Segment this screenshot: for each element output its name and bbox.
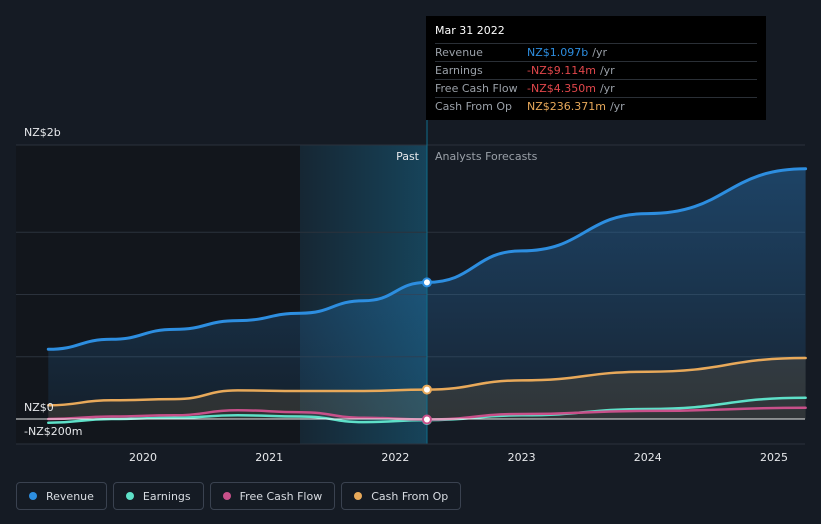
x-tick-label: 2023 (507, 451, 536, 464)
legend-item-revenue[interactable]: Revenue (16, 482, 107, 510)
y-axis-bottom-label: -NZ$200m (24, 425, 83, 438)
legend-dot-icon (29, 492, 37, 500)
chart-legend: Revenue Earnings Free Cash Flow Cash From O… (16, 482, 462, 510)
data-tooltip: Mar 31 2022 Revenue NZ$1.097b/yr Earnings -… (426, 16, 766, 120)
revenue-line (46, 167, 808, 351)
tooltip-row: Earnings -NZ$9.114m/yr (435, 61, 757, 79)
legend-item-cash-from-op[interactable]: Cash From Op (341, 482, 462, 510)
tooltip-unit: /yr (592, 46, 607, 59)
legend-dot-icon (354, 492, 363, 500)
tooltip-row: Revenue NZ$1.097b/yr (435, 43, 757, 61)
legend-label: Earnings (142, 489, 191, 503)
x-tick-label: 2021 (255, 451, 284, 464)
legend-dot-icon (222, 492, 231, 500)
free-cash-flow-line (47, 406, 807, 421)
tooltip-series-value: NZ$236.371m (527, 100, 606, 113)
tooltip-series-value: NZ$1.097b (527, 46, 589, 59)
free-cash-flow-marker (421, 414, 432, 425)
legend-label: Revenue (46, 489, 94, 503)
x-tick-label: 2020 (129, 451, 157, 464)
y-axis-zero-label: NZ$0 (24, 401, 54, 414)
x-tick-label: 2022 (381, 451, 410, 464)
tooltip-date: Mar 31 2022 (435, 24, 505, 37)
past-label: Past (396, 150, 419, 163)
tooltip-series-value: -NZ$4.350m (527, 82, 596, 95)
earnings-line (47, 396, 807, 424)
legend-dot-icon (125, 492, 134, 500)
tooltip-unit: /yr (609, 100, 625, 113)
legend-item-earnings[interactable]: Earnings (112, 482, 204, 510)
y-axis-top-label: NZ$2b (24, 126, 61, 139)
tooltip-unit: /yr (599, 82, 615, 95)
forecast-label: Analysts Forecasts (435, 150, 538, 163)
legend-label: Free Cash Flow (239, 489, 323, 503)
revenue-marker (421, 277, 432, 288)
tooltip-series-name: Free Cash Flow (435, 82, 518, 95)
chart-plot (16, 120, 808, 445)
tooltip-series-name: Revenue (435, 46, 483, 59)
cash-from-op-marker (421, 384, 432, 395)
cash-from-op-line (47, 356, 807, 407)
x-tick-label: 2024 (633, 451, 662, 464)
legend-item-free-cash-flow[interactable]: Free Cash Flow (209, 482, 336, 510)
tooltip-series-value: -NZ$9.114m (527, 64, 596, 77)
tooltip-unit: /yr (599, 64, 615, 77)
tooltip-series-name: Earnings (435, 64, 483, 77)
tooltip-series-name: Cash From Op (435, 100, 513, 113)
tooltip-row: Cash From Op NZ$236.371m/yr (435, 97, 757, 115)
legend-label: Cash From Op (371, 489, 449, 503)
x-tick-label: 2025 (760, 451, 788, 464)
tooltip-row: Free Cash Flow -NZ$4.350m/yr (435, 79, 757, 97)
